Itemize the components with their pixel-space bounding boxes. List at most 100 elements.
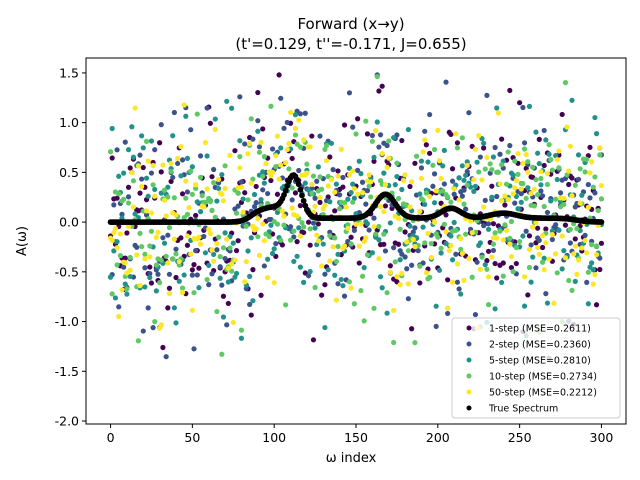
point-series-1 [310, 337, 317, 343]
point-series-4 [566, 277, 572, 284]
point-series-4 [332, 235, 338, 241]
point-series-5 [445, 305, 451, 311]
point-series-5 [376, 256, 382, 262]
point-series-4 [405, 248, 411, 254]
point-series-5 [243, 259, 249, 265]
point-series-1 [508, 264, 515, 271]
point-series-1 [327, 154, 333, 160]
point-series-4 [549, 167, 555, 173]
point-series-3 [312, 225, 318, 231]
point-series-2 [219, 282, 225, 288]
point-series-5 [207, 230, 213, 237]
point-series-2 [317, 133, 323, 139]
point-series-5 [258, 139, 264, 145]
point-series-5 [598, 182, 605, 189]
point-series-3 [356, 158, 362, 164]
point-series-1 [253, 183, 259, 190]
point-series-3 [229, 105, 235, 111]
point-series-2 [256, 144, 263, 150]
point-series-5 [315, 238, 321, 244]
point-series-5 [247, 140, 253, 146]
point-series-1 [507, 87, 513, 94]
point-series-4 [166, 224, 173, 231]
point-series-2 [121, 264, 127, 270]
point-series-2 [217, 264, 223, 270]
point-series-5 [253, 226, 259, 232]
point-series-1 [225, 300, 231, 307]
x-tick-label: 250 [508, 430, 532, 445]
point-series-1 [489, 183, 495, 189]
point-series-2 [278, 95, 284, 101]
point-series-3 [481, 140, 487, 146]
point-series-5 [304, 170, 310, 176]
point-series-4 [533, 177, 539, 183]
point-series-3 [240, 196, 246, 202]
point-series-4 [569, 287, 575, 293]
x-tick-label: 100 [262, 430, 286, 445]
point-series-5 [481, 204, 487, 210]
point-series-3 [197, 209, 204, 215]
point-series-4 [526, 264, 533, 271]
point-series-1 [490, 221, 497, 227]
point-series-4 [371, 305, 377, 311]
point-series-1 [539, 244, 546, 251]
point-series-5 [147, 254, 153, 260]
point-series-3 [477, 240, 483, 246]
point-series-4 [345, 222, 351, 228]
point-series-3 [371, 154, 377, 160]
point-series-5 [508, 253, 515, 260]
point-series-3 [327, 199, 333, 205]
point-series-5 [503, 227, 510, 233]
point-series-3 [397, 257, 403, 263]
point-series-3 [569, 97, 575, 103]
point-series-5 [359, 190, 366, 196]
point-series-3 [556, 227, 562, 233]
point-series-5 [287, 109, 294, 116]
point-series-3 [183, 113, 189, 119]
point-series-5 [204, 186, 210, 192]
point-series-4 [317, 174, 323, 180]
point-series-4 [420, 197, 426, 203]
point-series-4 [222, 163, 228, 169]
point-series-3 [307, 268, 313, 275]
point-series-4 [142, 251, 148, 257]
point-series-4 [125, 200, 132, 206]
point-series-3 [124, 291, 130, 297]
point-series-2 [494, 193, 500, 200]
point-series-2 [377, 132, 384, 138]
point-series-4 [323, 142, 330, 149]
point-series-2 [536, 237, 542, 243]
point-series-2 [155, 271, 161, 277]
point-series-1 [499, 136, 505, 142]
point-series-3 [374, 119, 380, 125]
point-series-5 [256, 252, 263, 258]
point-series-1 [381, 241, 387, 247]
true-spectrum-point [295, 181, 302, 188]
point-series-4 [553, 196, 559, 202]
point-series-5 [569, 193, 575, 199]
point-series-4 [274, 221, 281, 227]
point-series-5 [346, 172, 353, 178]
point-series-5 [381, 209, 387, 215]
point-series-3 [173, 320, 179, 326]
point-series-5 [175, 155, 181, 162]
point-series-5 [119, 287, 125, 293]
point-series-4 [350, 199, 356, 205]
point-series-1 [409, 326, 415, 332]
point-series-5 [232, 257, 238, 263]
point-series-4 [430, 162, 436, 168]
point-series-3 [535, 150, 541, 156]
point-series-3 [515, 206, 521, 212]
point-series-5 [515, 151, 521, 157]
point-series-3 [340, 283, 346, 289]
point-series-3 [405, 126, 411, 133]
point-series-4 [153, 262, 159, 268]
legend-marker [466, 405, 472, 411]
point-series-1 [341, 122, 348, 128]
point-series-3 [204, 153, 210, 159]
point-series-5 [518, 186, 524, 192]
point-series-4 [376, 223, 382, 230]
point-series-5 [567, 143, 573, 149]
point-series-5 [111, 230, 117, 236]
point-series-4 [492, 230, 498, 236]
